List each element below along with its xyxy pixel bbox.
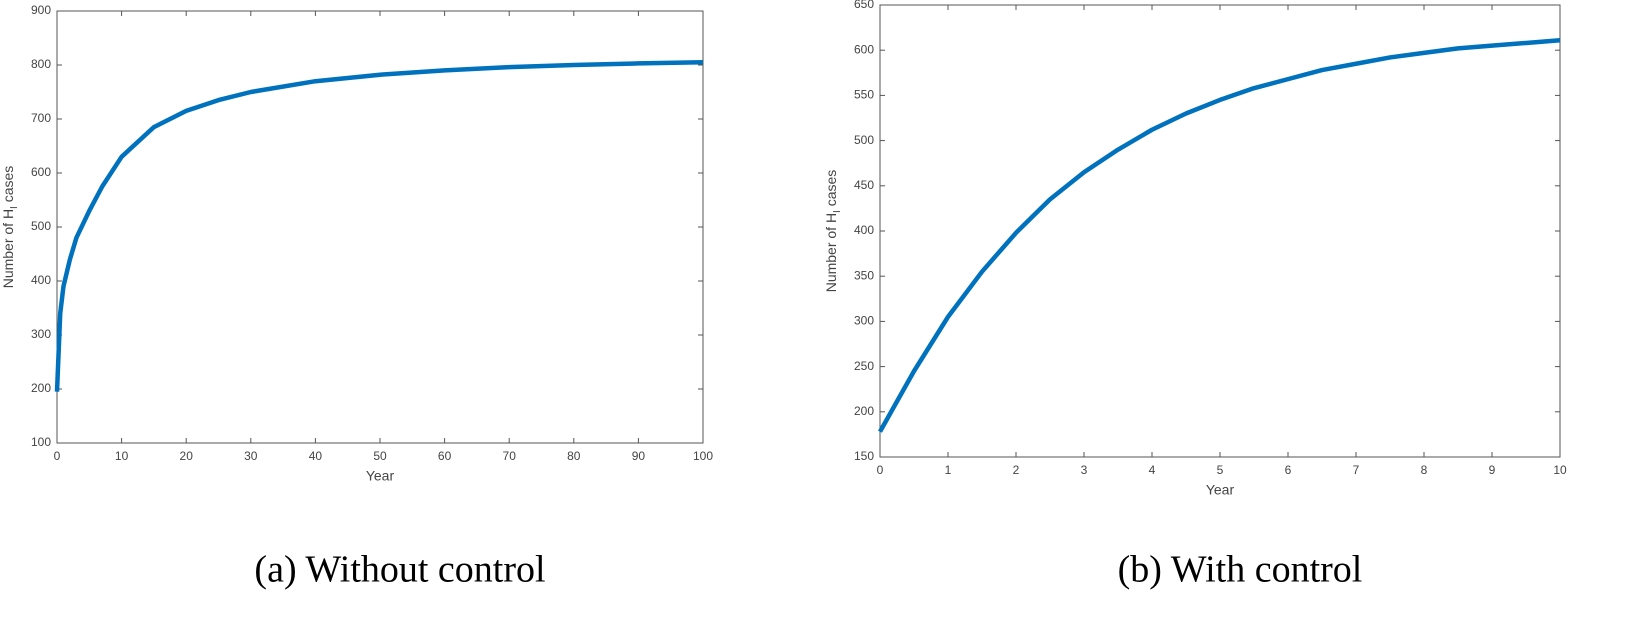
y-axis-label-part: Number of H	[823, 213, 839, 292]
x-tick-label: 80	[567, 449, 581, 463]
x-tick-label: 8	[1421, 463, 1428, 477]
plot-area	[879, 4, 1561, 458]
x-tick-label: 2	[1013, 463, 1020, 477]
y-tick-label: 500	[854, 133, 874, 147]
y-tick-label: 700	[31, 111, 51, 125]
caption: (a) Without control	[254, 549, 545, 591]
x-tick-label: 0	[54, 449, 61, 463]
x-tick-label: 40	[309, 449, 323, 463]
x-tick-label: 9	[1489, 463, 1496, 477]
x-tick-label: 3	[1081, 463, 1088, 477]
y-axis-label-part: cases	[823, 170, 839, 210]
x-tick-label: 10	[1553, 463, 1567, 477]
y-tick-label: 200	[31, 381, 51, 395]
x-tick-label: 7	[1353, 463, 1360, 477]
x-axis-label: Year	[366, 468, 395, 484]
y-tick-label: 300	[31, 327, 51, 341]
y-axis-label-part: Number of H	[0, 209, 16, 288]
y-tick-label: 400	[854, 223, 874, 237]
y-tick-label: 600	[31, 165, 51, 179]
y-tick-label: 900	[31, 3, 51, 17]
x-tick-label: 70	[503, 449, 517, 463]
y-axis-label-part: I	[9, 206, 20, 209]
y-tick-label: 400	[31, 273, 51, 287]
x-tick-label: 4	[1149, 463, 1156, 477]
y-axis-label-part: I	[832, 210, 843, 213]
y-tick-label: 250	[854, 359, 874, 373]
caption: (b) With control	[1118, 549, 1363, 591]
y-tick-label: 100	[31, 435, 51, 449]
x-tick-label: 20	[180, 449, 194, 463]
y-tick-label: 450	[854, 178, 874, 192]
data-line	[54, 60, 704, 392]
x-tick-label: 60	[438, 449, 452, 463]
x-tick-label: 6	[1285, 463, 1292, 477]
y-tick-label: 500	[31, 219, 51, 233]
x-tick-label: 10	[115, 449, 129, 463]
x-axis-label: Year	[1206, 482, 1235, 498]
y-tick-label: 300	[854, 314, 874, 328]
y-axis-label-part: cases	[0, 166, 16, 206]
x-tick-label: 50	[373, 449, 387, 463]
y-tick-label: 150	[854, 449, 874, 463]
x-tick-label: 5	[1217, 463, 1224, 477]
y-tick-label: 200	[854, 404, 874, 418]
x-tick-label: 0	[877, 463, 884, 477]
data-line	[878, 38, 1561, 433]
y-tick-label: 600	[854, 42, 874, 56]
x-tick-label: 1	[945, 463, 952, 477]
y-tick-label: 350	[854, 268, 874, 282]
x-tick-label: 100	[693, 449, 713, 463]
y-axis-label: Number of HI cases	[0, 166, 20, 289]
y-tick-label: 650	[854, 0, 874, 11]
y-tick-label: 550	[854, 88, 874, 102]
y-tick-label: 800	[31, 57, 51, 71]
y-axis-label: Number of HI cases	[823, 170, 843, 293]
x-tick-label: 30	[244, 449, 258, 463]
x-tick-label: 90	[632, 449, 646, 463]
